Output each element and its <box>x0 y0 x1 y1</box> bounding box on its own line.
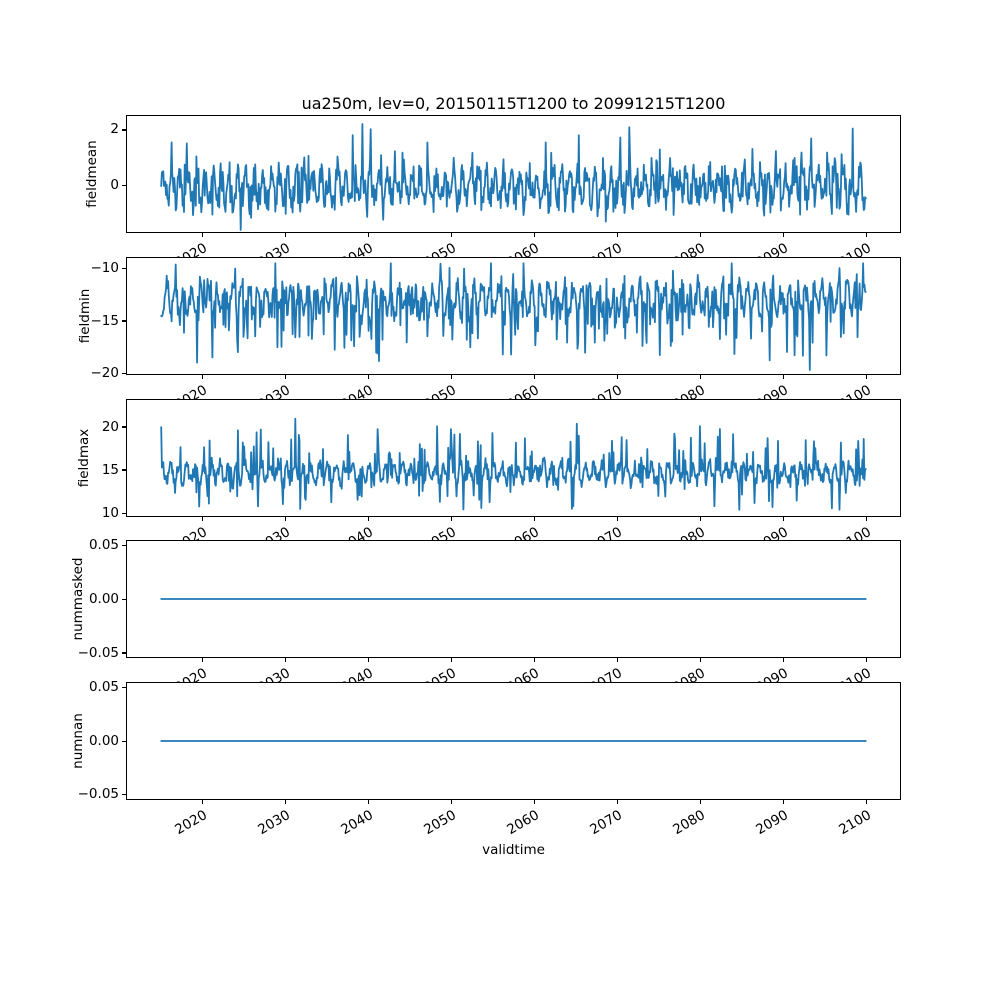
x-tick-mark <box>450 516 452 521</box>
line-series-fieldmean <box>160 123 867 231</box>
x-tick-mark <box>284 516 286 521</box>
y-tick-label: 0.05 <box>88 679 119 696</box>
line-series-fieldmax <box>160 417 867 511</box>
x-tick-mark <box>367 374 369 379</box>
x-tick-mark <box>616 374 618 379</box>
plot-area-nummasked <box>126 540 901 659</box>
x-tick-mark <box>533 374 535 379</box>
y-tick-mark <box>122 184 126 187</box>
x-tick-mark <box>782 374 784 379</box>
y-tick-label: 0.00 <box>88 732 119 749</box>
plot-frame <box>126 115 901 233</box>
x-tick-mark <box>201 658 203 663</box>
y-tick-label: 10 <box>101 504 119 521</box>
subplot-fieldmin: −20 −15 −10 2020 2030 2040 2050 2060 2070 2080 209… <box>77 256 901 413</box>
y-tick-mark <box>122 512 126 514</box>
x-tick-mark <box>616 516 618 521</box>
y-tick-mark <box>122 320 126 322</box>
x-tick-mark <box>699 374 701 379</box>
y-axis-label-nummasked: nummasked <box>70 557 86 641</box>
y-tick-label: −0.05 <box>77 644 119 661</box>
y-axis-label-numnan: numnan <box>70 713 86 770</box>
x-tick-mark <box>201 374 203 379</box>
x-tick-mark <box>533 233 535 237</box>
y-tick-label: −20 <box>90 364 120 381</box>
x-tick-mark <box>367 658 369 663</box>
x-tick-mark <box>616 658 618 663</box>
y-tick-mark <box>122 372 126 374</box>
subplot-fieldmean: 0 2 2020 2030 2040 2050 2060 2070 2080 2090 2100 fi… <box>84 115 901 271</box>
x-tick-mark <box>699 516 701 521</box>
x-tick-mark <box>284 658 286 663</box>
x-tick-mark <box>699 658 701 663</box>
x-tick-mark <box>865 516 867 521</box>
plot-area-fieldmin <box>126 256 901 375</box>
x-tick-mark <box>865 800 867 805</box>
figure-title: ua250m, lev=0, 20150115T1200 to 20991215… <box>301 94 726 113</box>
x-tick-mark <box>367 516 369 521</box>
plot-area-numnan <box>126 682 901 801</box>
x-tick-mark <box>533 800 535 805</box>
subplot-numnan: −0.05 0.00 0.05 2020 2030 2040 2050 2060 2070 208… <box>70 679 901 838</box>
y-tick-label: 15 <box>101 461 119 478</box>
x-tick-mark <box>201 233 203 237</box>
x-tick-mark <box>284 233 286 237</box>
plot-area-fieldmax <box>126 398 901 517</box>
plot-frame <box>126 682 901 801</box>
plot-frame <box>126 540 901 659</box>
plot-frame <box>126 256 901 375</box>
y-tick-label: −15 <box>90 312 120 329</box>
x-tick-mark <box>865 374 867 379</box>
subplot-nummasked: −0.05 0.00 0.05 2020 2030 2040 2050 2060 2070 208… <box>70 537 901 696</box>
y-tick-label: 2 <box>110 121 119 138</box>
y-axis-label-fieldmean: fieldmean <box>84 140 100 208</box>
x-tick-mark <box>450 233 452 237</box>
y-tick-mark <box>122 598 126 600</box>
y-tick-mark <box>122 545 126 547</box>
x-tick-mark <box>865 658 867 663</box>
x-tick-mark <box>201 800 203 805</box>
x-tick-mark <box>450 374 452 379</box>
x-tick-mark <box>284 800 286 805</box>
x-tick-mark <box>616 800 618 805</box>
x-tick-mark <box>367 800 369 805</box>
y-tick-label: 0 <box>110 177 119 194</box>
x-tick-mark <box>201 516 203 521</box>
y-tick-mark <box>122 652 126 654</box>
line-series-fieldmin <box>160 262 867 371</box>
x-tick-mark <box>699 800 701 805</box>
y-tick-label: 0.05 <box>88 537 119 554</box>
y-tick-label: −10 <box>90 260 120 277</box>
x-tick-mark <box>782 516 784 521</box>
x-tick-mark <box>533 516 535 521</box>
x-tick-mark <box>450 800 452 805</box>
y-tick-mark <box>122 740 126 742</box>
y-tick-mark <box>122 469 126 471</box>
y-tick-label: −0.05 <box>77 786 119 803</box>
x-tick-mark <box>782 233 784 237</box>
x-tick-mark <box>284 374 286 379</box>
x-tick-mark <box>616 233 618 237</box>
x-tick-mark <box>699 233 701 237</box>
x-tick-mark <box>450 658 452 663</box>
x-tick-mark <box>782 658 784 663</box>
plot-frame <box>126 398 901 517</box>
y-tick-mark <box>122 426 126 428</box>
y-tick-mark <box>122 268 126 270</box>
y-tick-mark <box>122 794 126 796</box>
y-axis-label-fieldmin: fieldmin <box>77 288 93 344</box>
x-tick-mark <box>782 800 784 805</box>
y-tick-label: 0.00 <box>88 590 119 607</box>
subplot-fieldmax: 10 15 20 2020 2030 2040 2050 2060 2070 2080 2090 21… <box>76 398 901 555</box>
x-tick-mark <box>865 233 867 237</box>
x-tick-mark <box>367 233 369 237</box>
x-tick-mark <box>533 658 535 663</box>
y-tick-mark <box>122 129 126 131</box>
y-axis-label-fieldmax: fieldmax <box>76 428 92 487</box>
y-tick-label: 20 <box>101 418 119 435</box>
y-tick-mark <box>122 686 126 689</box>
x-axis-label: validtime <box>482 842 545 858</box>
plot-area-fieldmean <box>126 115 901 233</box>
